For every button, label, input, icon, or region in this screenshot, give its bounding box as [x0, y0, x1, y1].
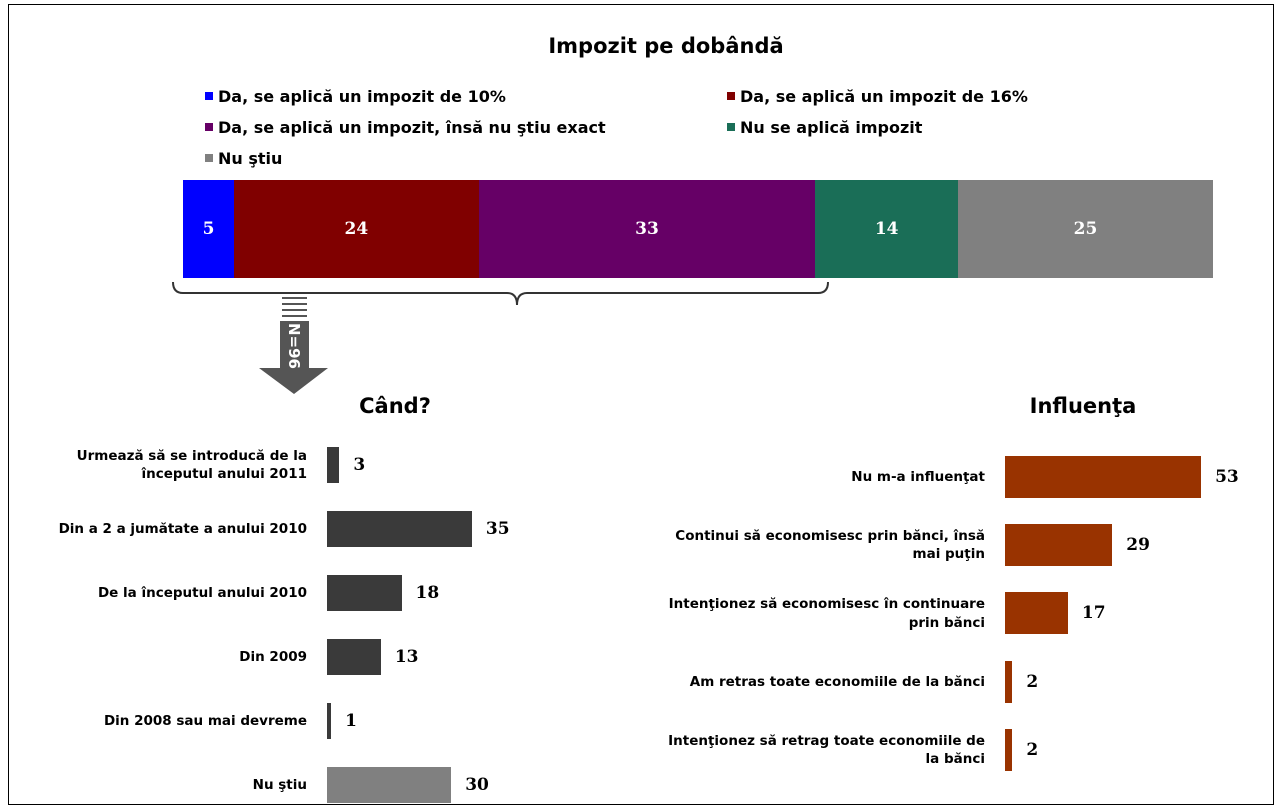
value-label: 53: [1215, 467, 1239, 487]
bar: [1005, 524, 1113, 567]
bar: [1005, 592, 1068, 635]
legend-item: Nu se aplică impozit: [727, 118, 922, 137]
bar-segment: [233, 180, 479, 278]
legend-swatch: [727, 92, 735, 100]
bar: [327, 767, 452, 803]
chart-title: Impozit pe dobândă: [548, 34, 784, 58]
bar: [1005, 660, 1013, 703]
category-label: Nu m-a influenţat: [851, 468, 985, 485]
bar: [1005, 456, 1202, 498]
value-label: 30: [465, 775, 489, 795]
legend-item: Da, se aplică un impozit de 16%: [727, 87, 1028, 106]
category-label: Din 2008 sau mai devreme: [103, 712, 307, 729]
value-label: 18: [415, 583, 440, 603]
category-label: Continui să economisesc prin bănci, însă…: [675, 527, 985, 563]
segment-label: 24: [344, 219, 369, 239]
legend-label: Da, se aplică un impozit de 16%: [740, 87, 1028, 106]
value-label: 1: [345, 711, 357, 731]
category-label: Intenţionez să economisesc în continuare…: [668, 596, 985, 631]
legend-swatch: [727, 123, 735, 131]
category-label: Urmează să se introducă de la începutul …: [76, 447, 307, 482]
bar-segment: [478, 180, 816, 278]
chart-title: Când?: [359, 394, 431, 418]
legend-label: Da, se aplică un impozit, însă nu ştiu e…: [218, 118, 606, 137]
legend-item: Da, se aplică un impozit de 10%: [205, 87, 506, 106]
frame: [8, 4, 1274, 805]
segment-label: 5: [202, 219, 215, 239]
legend-item: Nu ştiu: [205, 149, 282, 168]
bar: [327, 703, 332, 739]
legend-swatch: [205, 92, 213, 100]
value-label: 35: [485, 519, 510, 539]
legend-swatch: [205, 123, 213, 131]
value-label: 17: [1081, 603, 1106, 624]
legend-label: Da, se aplică un impozit de 10%: [218, 87, 506, 106]
bar-segment: [958, 180, 1213, 278]
bar-segment: [815, 180, 959, 278]
legend-item: Da, se aplică un impozit, însă nu ştiu e…: [205, 118, 606, 137]
segment-label: 25: [1073, 219, 1098, 239]
bar: [1005, 728, 1013, 771]
value-label: 2: [1026, 739, 1039, 760]
category-label: Intenţionez să retrag toate economiile d…: [668, 732, 985, 767]
legend-label: Nu ştiu: [218, 149, 283, 168]
bar: [327, 575, 402, 611]
legend-label: Nu se aplică impozit: [740, 118, 923, 137]
value-label: 13: [394, 647, 419, 667]
arrow: [259, 297, 328, 394]
segment-label: 14: [874, 219, 899, 239]
bar: [327, 447, 340, 483]
legend-swatch: [205, 154, 213, 162]
category-label: Din a 2 a jumătate a anului 2010: [58, 520, 307, 537]
bar: [327, 511, 472, 547]
value-label: 29: [1126, 535, 1150, 556]
category-label: Nu ştiu: [252, 776, 307, 793]
chart-title: Influenţa: [1029, 394, 1137, 418]
annotation: N=96: [285, 323, 303, 369]
bar: [327, 639, 381, 675]
category-label: De la începutul anului 2010: [97, 584, 307, 601]
value-label: 2: [1026, 671, 1039, 692]
bar-segment: [183, 180, 234, 278]
segment-label: 33: [635, 219, 659, 239]
category-label: Din 2009: [239, 648, 307, 665]
value-label: 3: [353, 455, 366, 475]
brace: [172, 281, 829, 306]
category-label: Am retras toate economiile de la bănci: [689, 673, 985, 690]
